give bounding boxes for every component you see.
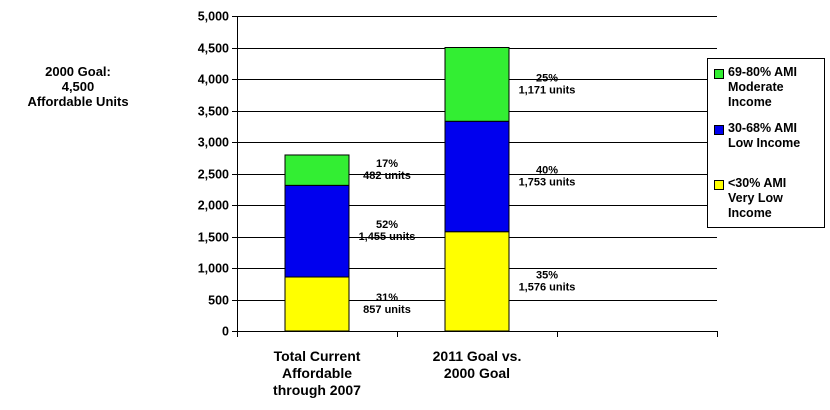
y-tick-label: 4,500 bbox=[198, 42, 229, 56]
x-category-label: 2000 Goal bbox=[444, 365, 510, 381]
legend-label: Moderate bbox=[728, 80, 784, 94]
x-category-label: through 2007 bbox=[273, 382, 361, 398]
bar-segment bbox=[284, 184, 350, 278]
y-tick-label: 3,000 bbox=[198, 136, 229, 150]
data-label-units: 1,753 units bbox=[519, 176, 576, 188]
legend-label: 30-68% AMI bbox=[728, 121, 798, 135]
y-tick-label: 2,000 bbox=[198, 199, 229, 213]
goal-note-line: Affordable Units bbox=[27, 94, 129, 109]
legend-item-moderate: 69-80% AMI Moderate Income bbox=[714, 65, 797, 110]
data-label-percent: 31% bbox=[376, 292, 398, 304]
data-label-units: 1,455 units bbox=[359, 231, 416, 243]
legend-item-very-low: <30% AMI Very Low Income bbox=[714, 176, 786, 221]
bar-segment bbox=[284, 276, 350, 332]
y-tick-label: 5,000 bbox=[198, 10, 229, 24]
y-tick-label: 500 bbox=[208, 294, 229, 308]
goal-note: 2000 Goal: 4,500 Affordable Units bbox=[0, 64, 156, 109]
data-label-units: 1,576 units bbox=[519, 281, 576, 293]
data-label-units: 1,171 units bbox=[519, 84, 576, 96]
x-category-label: Affordable bbox=[282, 365, 352, 381]
x-category-label: 2011 Goal vs. bbox=[433, 348, 522, 364]
bar-segment bbox=[284, 154, 350, 186]
bar-segment bbox=[444, 47, 510, 122]
legend-label: Low Income bbox=[728, 136, 801, 150]
goal-note-line: 4,500 bbox=[61, 79, 95, 94]
legend-label: Very Low bbox=[728, 191, 783, 205]
legend-label: 69-80% AMI bbox=[728, 65, 798, 79]
data-label-percent: 25% bbox=[536, 72, 558, 84]
legend-swatch bbox=[714, 69, 724, 79]
data-label-units: 482 units bbox=[363, 170, 411, 182]
legend-item-low: 30-68% AMI Low Income bbox=[714, 121, 800, 151]
legend-label: <30% AMI bbox=[728, 176, 787, 190]
legend-label: Income bbox=[728, 206, 772, 220]
data-label-percent: 17% bbox=[376, 158, 398, 170]
bar-segment bbox=[444, 231, 510, 332]
x-category-label: Total Current bbox=[274, 348, 361, 364]
goal-note-line: 2000 Goal: bbox=[45, 64, 111, 79]
y-tick-label: 2,500 bbox=[198, 168, 229, 182]
y-tick-label: 3,500 bbox=[198, 105, 229, 119]
y-tick-label: 1,500 bbox=[198, 231, 229, 245]
y-tick-label: 4,000 bbox=[198, 73, 229, 87]
data-label-percent: 35% bbox=[536, 269, 558, 281]
data-label-percent: 52% bbox=[376, 219, 398, 231]
y-tick-label: 1,000 bbox=[198, 262, 229, 276]
chart-legend: 69-80% AMI Moderate Income 30-68% AMI Lo… bbox=[707, 58, 825, 228]
data-label-units: 857 units bbox=[363, 304, 411, 316]
bar-segment bbox=[444, 120, 510, 233]
legend-swatch bbox=[714, 125, 724, 135]
y-tick-label: 0 bbox=[222, 325, 229, 339]
legend-swatch bbox=[714, 180, 724, 190]
legend-label: Income bbox=[728, 95, 772, 109]
data-label-percent: 40% bbox=[536, 164, 558, 176]
